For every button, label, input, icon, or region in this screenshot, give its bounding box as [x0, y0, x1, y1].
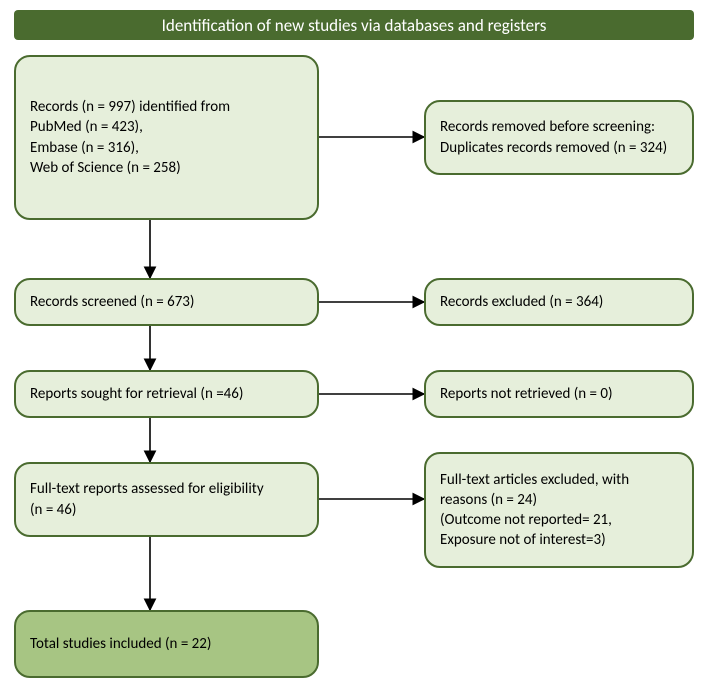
- node-text-line: Records excluded (n = 364): [440, 292, 678, 312]
- node-text-line: Exposure not of interest=3): [440, 530, 678, 550]
- prisma-flowchart: Identification of new studies via databa…: [0, 0, 708, 698]
- node-text-line: Full-text articles excluded, with: [440, 470, 678, 490]
- node-fulltext: Full-text reports assessed for eligibili…: [14, 462, 319, 537]
- node-text-line: Reports sought for retrieval (n =46): [30, 384, 303, 404]
- node-ft_excluded: Full-text articles excluded, withreasons…: [424, 452, 694, 568]
- header-bar: Identification of new studies via databa…: [14, 10, 694, 40]
- node-text-line: Records removed before screening:: [440, 117, 678, 137]
- node-text-line: (Outcome not reported= 21,: [440, 510, 678, 530]
- node-screened: Records screened (n = 673): [14, 278, 319, 326]
- node-text-line: Records (n = 997) identified from: [30, 97, 303, 117]
- node-identified: Records (n = 997) identified fromPubMed …: [14, 55, 319, 220]
- node-text-line: Embase (n = 316),: [30, 138, 303, 158]
- node-text-line: Reports not retrieved (n = 0): [440, 384, 678, 404]
- node-text-line: Total studies included (n = 22): [30, 634, 303, 654]
- node-text-line: Web of Science (n = 258): [30, 158, 303, 178]
- node-text-line: Duplicates records removed (n = 324): [440, 138, 678, 158]
- node-excluded: Records excluded (n = 364): [424, 278, 694, 326]
- node-removed: Records removed before screening:Duplica…: [424, 100, 694, 175]
- node-text-line: Full-text reports assessed for eligibili…: [30, 479, 303, 499]
- node-text-line: (n = 46): [30, 500, 303, 520]
- node-sought: Reports sought for retrieval (n =46): [14, 370, 319, 418]
- node-text-line: PubMed (n = 423),: [30, 117, 303, 137]
- node-text-line: Records screened (n = 673): [30, 292, 303, 312]
- node-included: Total studies included (n = 22): [14, 610, 319, 678]
- node-notretrieved: Reports not retrieved (n = 0): [424, 370, 694, 418]
- node-text-line: reasons (n = 24): [440, 490, 678, 510]
